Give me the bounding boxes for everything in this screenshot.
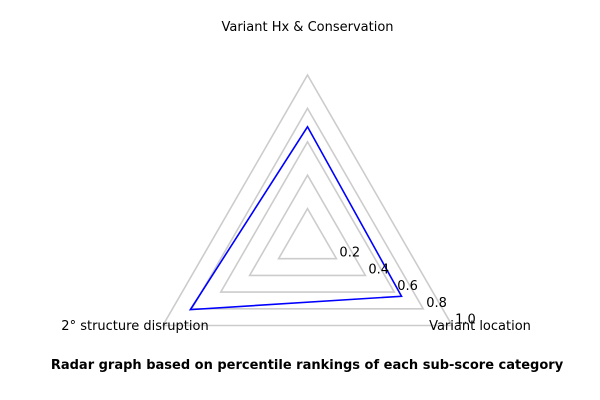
tick-label: 0.4 bbox=[368, 262, 389, 277]
tick-label: 0.2 bbox=[339, 246, 360, 261]
tick-label: 0.8 bbox=[426, 296, 447, 311]
axis-labels: Variant Hx & Conservation Variant locati… bbox=[61, 20, 531, 334]
tick-label: 1.0 bbox=[455, 313, 476, 328]
grid-ring-1 bbox=[277, 207, 338, 260]
tick-label: 0.6 bbox=[397, 279, 418, 294]
grid-rings bbox=[161, 73, 454, 327]
grid-ring-3 bbox=[219, 140, 396, 293]
series-line-1 bbox=[188, 125, 403, 311]
grid-ring-2 bbox=[248, 173, 367, 277]
series-group bbox=[188, 125, 403, 311]
chart-caption: Radar graph based on percentile rankings… bbox=[50, 358, 564, 373]
axis-label-right: Variant location bbox=[429, 319, 531, 334]
tick-labels: 0.2 0.4 0.6 0.8 1.0 bbox=[339, 246, 475, 328]
axis-label-top: Variant Hx & Conservation bbox=[221, 20, 393, 35]
axis-label-left: 2° structure disruption bbox=[61, 319, 208, 334]
grid-ring-5 bbox=[161, 73, 454, 327]
grid-ring-4 bbox=[190, 106, 425, 310]
